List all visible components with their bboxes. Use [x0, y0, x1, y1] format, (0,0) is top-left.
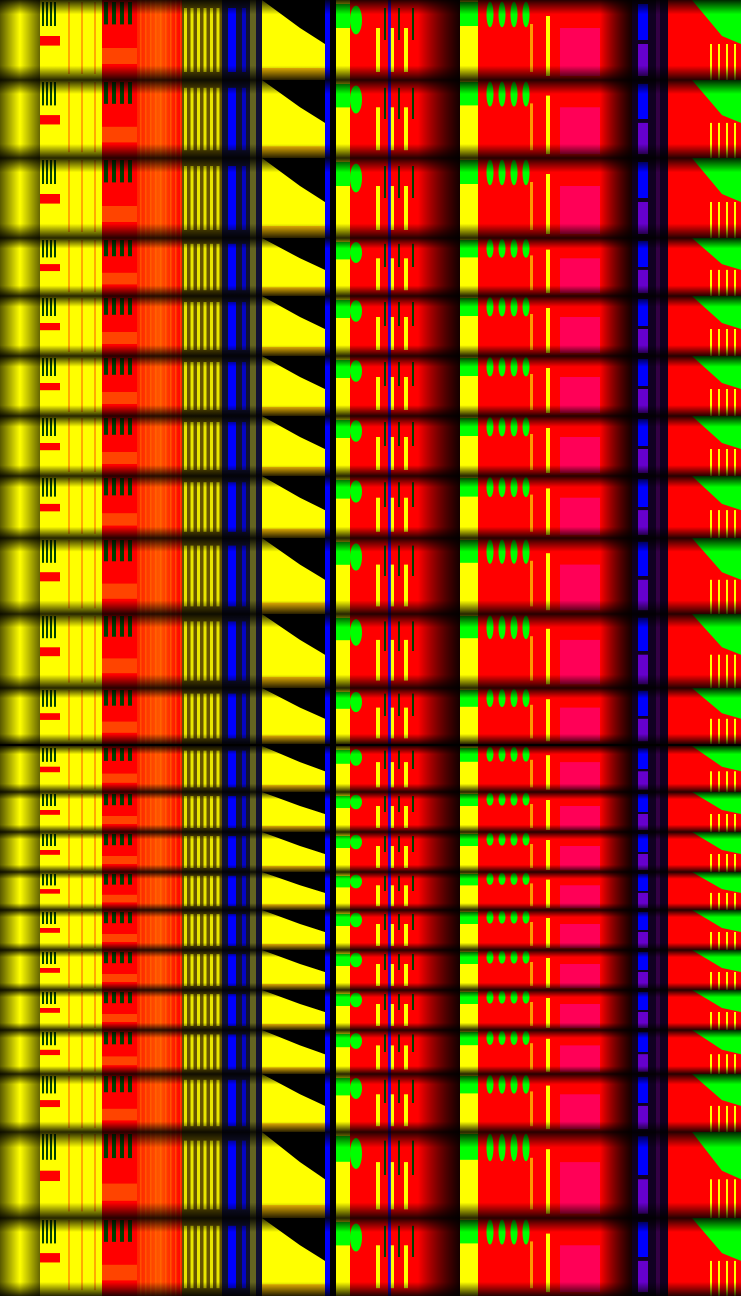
- pattern-strip: [0, 1030, 741, 1074]
- pattern-strip: [0, 476, 741, 538]
- pattern-strip: [0, 990, 741, 1030]
- pattern-strip: [0, 872, 741, 910]
- pattern-strip: [0, 688, 741, 744]
- pattern-strip: [0, 1132, 741, 1218]
- pattern-strip: [0, 538, 741, 614]
- pattern-strip: [0, 238, 741, 296]
- pattern-strip: [0, 746, 741, 792]
- pattern-strip: [0, 910, 741, 950]
- pattern-strip: [0, 792, 741, 832]
- pattern-strip: [0, 1218, 741, 1296]
- pattern-strip: [0, 0, 741, 80]
- pattern-strip: [0, 950, 741, 990]
- pattern-strip: [0, 158, 741, 238]
- pattern-strip: [0, 614, 741, 688]
- pattern-strip: [0, 80, 741, 158]
- pattern-strip: [0, 356, 741, 416]
- pattern-strip: [0, 1074, 741, 1132]
- pattern-strip: [0, 296, 741, 356]
- pattern-strip: [0, 832, 741, 872]
- pattern-strip: [0, 416, 741, 476]
